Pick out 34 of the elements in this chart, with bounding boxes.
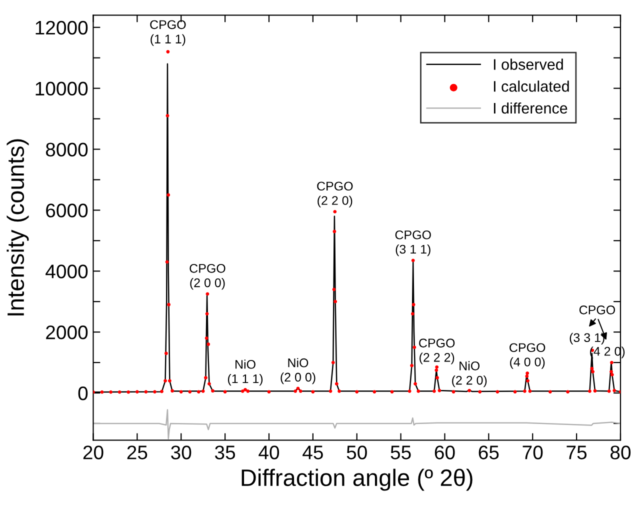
annotation: NiO (1 1 1) [228, 360, 263, 386]
annotation: CPGO (2 2 2) [419, 338, 455, 364]
y-tick-label: 12000 [36, 20, 88, 35]
x-tick-label: 50 [346, 446, 367, 460]
annotation: CPGO (3 1 1) [395, 230, 431, 256]
x-tick-label: 45 [302, 446, 323, 460]
legend-label: I calculated [494, 80, 569, 92]
y-tick-label: 10000 [36, 82, 88, 96]
x-tick-label: 65 [478, 446, 499, 460]
x-tick-label: 25 [127, 446, 148, 460]
y-tick-label: 2000 [46, 326, 88, 340]
x-tick-label: 75 [566, 446, 587, 460]
annotation: CPGO (2 2 0) [317, 182, 353, 208]
x-tick-label: 80 [610, 446, 631, 460]
y-tick-label: 4000 [46, 264, 88, 278]
x-axis-title: Diffraction angle (º 2θ) [242, 468, 472, 491]
annotation: CPGO (4 0 0) [510, 343, 546, 369]
y-tick-label: 8000 [46, 142, 88, 156]
x-tick-label: 20 [83, 446, 104, 460]
legend-label: I observed [494, 58, 563, 70]
y-axis-title: Intensity (counts) [6, 139, 29, 316]
x-tick-label: 40 [258, 446, 280, 460]
y-tick-label: 0 [78, 386, 88, 400]
legend-label: I difference [494, 102, 568, 114]
annotation: CPGO [579, 306, 616, 314]
x-tick-label: 70 [522, 446, 543, 460]
x-tick-label: 55 [390, 446, 411, 460]
annotation: CPGO (2 0 0) [190, 264, 226, 290]
annotation: NiO (2 0 0) [280, 358, 316, 384]
x-tick-label: 60 [434, 446, 455, 460]
annotation: CPGO (1 1 1) [150, 20, 186, 46]
x-tick-label: 30 [171, 446, 192, 460]
x-tick-label: 35 [214, 446, 236, 460]
y-tick-label: 6000 [46, 204, 88, 218]
